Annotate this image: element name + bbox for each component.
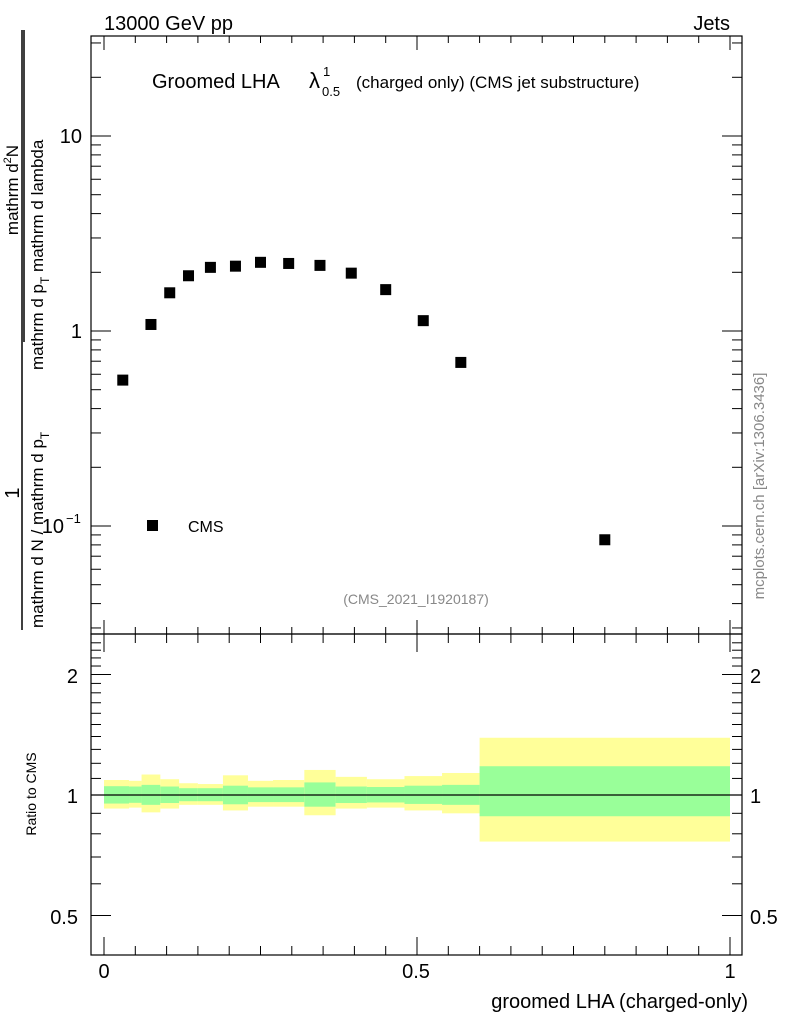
cms-data-point: [417, 315, 429, 327]
xtick-label-0.5: 0.5: [402, 961, 430, 983]
cms-data-points: [117, 256, 611, 546]
title-main: Groomed LHA: [152, 71, 280, 93]
ratio-ytick-1-right: 1: [750, 786, 761, 808]
ratio-ylabel: Ratio to CMS: [23, 752, 39, 835]
cms-data-point: [183, 270, 195, 282]
ylabel-denominator2: mathrm d pT mathrm d lambda: [28, 139, 52, 370]
ratio-ytick-1-left: 1: [67, 786, 78, 808]
ylabel-numerator: 1: [2, 487, 24, 498]
ratio-ytick-0.5-right: 0.5: [750, 907, 778, 929]
ylabel-denominator: mathrm d N / mathrm d pT: [28, 431, 52, 628]
cms-data-point: [164, 287, 176, 299]
cms-data-point: [314, 259, 326, 271]
title-lambda: λ: [309, 68, 320, 93]
plot-title: Groomed LHA λ 1 0.5 (charged only) (CMS …: [152, 64, 639, 99]
cms-data-point: [345, 267, 357, 279]
ratio-axis-ticks: [91, 634, 742, 955]
cms-data-point: [255, 256, 266, 268]
title-sup: 1: [323, 64, 330, 79]
xlabel: groomed LHA (charged-only): [491, 991, 748, 1013]
legend-marker: [147, 520, 158, 531]
ytick-label-0.1-exp: −1: [66, 511, 81, 526]
main-axis-ticks: [91, 36, 742, 634]
ratio-ytick-2-right: 2: [750, 666, 761, 688]
main-ylabel: 1 mathrm d N / mathrm d pT mathrm d2N ma…: [2, 30, 52, 630]
ratio-ytick-2-left: 2: [67, 666, 78, 688]
ratio-uncertainty-bands: [104, 737, 730, 842]
inner-band-bin: [479, 766, 730, 817]
xtick-label-0: 0: [98, 961, 109, 983]
ytick-label-10: 10: [60, 126, 82, 148]
cms-data-point: [145, 318, 157, 330]
cms-data-point: [204, 261, 216, 273]
title-rest: (charged only) (CMS jet substructure): [356, 73, 639, 92]
process-label: Jets: [693, 13, 730, 35]
main-panel-frame: [90, 35, 743, 635]
analysis-id: (CMS_2021_I1920187): [343, 591, 489, 607]
cms-data-point: [117, 374, 129, 386]
cms-data-point: [380, 284, 392, 296]
ytick-label-1: 1: [71, 321, 82, 343]
title-sub: 0.5: [322, 84, 340, 99]
legend-label: CMS: [188, 519, 224, 536]
ratio-ytick-0.5-left: 0.5: [50, 907, 78, 929]
ylabel-numerator2: mathrm d2N: [2, 145, 22, 235]
cms-data-point: [283, 257, 295, 269]
xtick-label-1: 1: [724, 961, 735, 983]
cms-data-point: [599, 534, 611, 546]
cms-data-point: [229, 260, 241, 272]
watermark: mcplots.cern.ch [arXiv:1306.3436]: [751, 373, 768, 600]
energy-label: 13000 GeV pp: [104, 13, 233, 35]
ytick-label-0.1-base: 10: [42, 516, 64, 538]
cms-data-point: [455, 356, 467, 368]
